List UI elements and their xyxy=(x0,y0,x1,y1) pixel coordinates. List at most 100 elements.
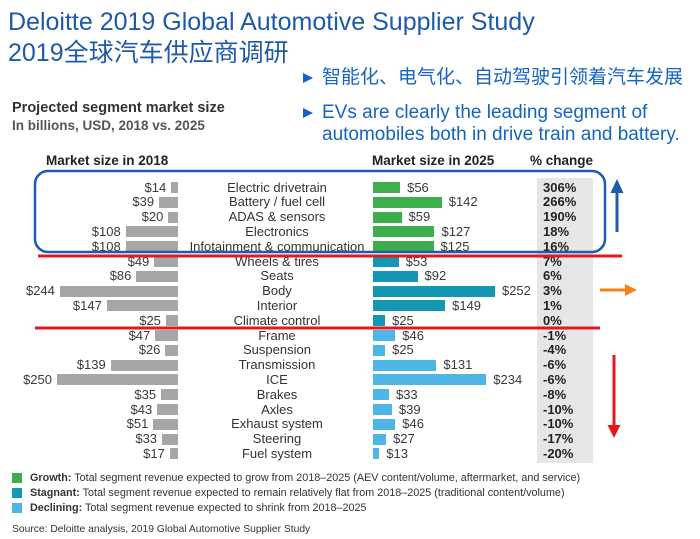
currency-symbol: $ xyxy=(398,401,407,417)
segment-label: Interior xyxy=(256,297,298,313)
percent-sign: % xyxy=(550,297,562,313)
value-label-2018: $25 xyxy=(139,313,161,329)
currency-symbol: $ xyxy=(395,386,404,402)
legend-description: Total segment revenue expected to grow f… xyxy=(74,472,581,484)
currency-symbol: $ xyxy=(402,327,410,343)
currency-symbol: $ xyxy=(501,283,510,299)
value-label-2025: $127 xyxy=(441,224,470,240)
bar-2025 xyxy=(373,344,386,356)
bar-2025 xyxy=(373,330,396,341)
legend-swatch xyxy=(12,503,22,513)
percent-sign: % xyxy=(564,179,577,195)
segment-label: ADAS & sensors xyxy=(228,209,326,225)
currency-symbol: $ xyxy=(109,268,117,284)
currency-symbol: $ xyxy=(138,342,146,358)
value-number: 14 xyxy=(151,179,167,195)
value-label-2025: $25 xyxy=(392,313,414,329)
percent-sign: % xyxy=(561,416,574,432)
percent-sign: % xyxy=(550,268,562,284)
currency-symbol: $ xyxy=(452,297,460,313)
percent-number: -20 xyxy=(543,445,562,461)
value-number: 43 xyxy=(137,401,153,417)
percent-number: 1 xyxy=(543,297,551,313)
value-number: 250 xyxy=(30,371,52,387)
value-number: 59 xyxy=(415,209,431,225)
percent-change-label: 266% xyxy=(543,194,576,210)
percent-change-label: -10% xyxy=(543,402,573,418)
legend-text: Growth: Total segment revenue expected t… xyxy=(30,471,580,485)
column-header-2025: Market size in 2025 xyxy=(372,153,495,168)
currency-symbol: $ xyxy=(23,371,31,387)
bullet-arrow-icon xyxy=(303,73,313,83)
percent-sign: % xyxy=(564,194,577,210)
value-label-2025: $56 xyxy=(407,180,429,196)
percent-sign: % xyxy=(554,342,567,358)
value-label-2018: $17 xyxy=(143,446,165,462)
percent-number: -10 xyxy=(543,416,562,432)
chart-subtitle: In billions, USD, 2018 vs. 2025 xyxy=(12,118,205,133)
value-number: 127 xyxy=(448,223,471,239)
value-number: 108 xyxy=(99,223,121,239)
percent-sign: % xyxy=(557,238,570,254)
percent-number: -4 xyxy=(543,342,555,358)
percent-number: 3 xyxy=(543,283,551,299)
legend-description: Total segment revenue expected to remain… xyxy=(82,487,565,499)
bullet-text: EVs are clearly the leading segment of a… xyxy=(322,102,680,145)
percent-change-label: -8% xyxy=(543,387,566,403)
value-number: 46 xyxy=(409,327,424,343)
bar-2018 xyxy=(171,182,178,193)
value-number: 53 xyxy=(412,253,428,269)
value-number: 46 xyxy=(409,416,424,432)
percent-number: -1 xyxy=(543,327,555,343)
segment-label: Transmission xyxy=(238,357,316,373)
percent-number: 266 xyxy=(543,194,565,210)
chart-title: Projected segment market size xyxy=(12,100,225,116)
value-label-2018: $47 xyxy=(129,328,151,344)
currency-symbol: $ xyxy=(448,194,456,210)
segment-label: Seats xyxy=(260,268,294,284)
currency-symbol: $ xyxy=(127,253,135,269)
currency-symbol: $ xyxy=(91,238,100,254)
percent-change-label: -17% xyxy=(543,431,573,447)
value-number: 13 xyxy=(393,445,408,461)
currency-symbol: $ xyxy=(392,342,400,358)
currency-symbol: $ xyxy=(134,386,142,402)
value-number: 86 xyxy=(116,268,132,284)
value-label-2018: $43 xyxy=(131,402,153,418)
percent-change-label: 6% xyxy=(543,268,562,284)
value-number: 39 xyxy=(406,401,421,417)
percent-sign: % xyxy=(561,445,574,461)
segment-label: Axles xyxy=(261,401,293,417)
currency-symbol: $ xyxy=(76,357,85,373)
percent-change-label: -6% xyxy=(543,357,566,373)
percent-number: -17 xyxy=(543,431,562,447)
bar-2025 xyxy=(373,389,389,401)
bar-2025 xyxy=(373,211,402,223)
percent-change-label: 1% xyxy=(543,298,562,314)
percent-sign: % xyxy=(561,401,574,417)
currency-symbol: $ xyxy=(392,312,400,328)
value-label-2018: $139 xyxy=(77,357,106,373)
bullet-item: 智能化、电气化、自动驾驶引领着汽车发展 xyxy=(300,67,698,89)
bar-2025 xyxy=(373,256,399,267)
percent-number: -6 xyxy=(543,357,555,373)
value-label-2025: $53 xyxy=(406,254,428,270)
currency-symbol: $ xyxy=(144,179,152,195)
legend-label: Declining: xyxy=(30,502,83,514)
bullet-arrow-icon xyxy=(303,108,313,118)
percent-number: 18 xyxy=(543,223,558,239)
bar-2025 xyxy=(373,196,442,208)
bar-2018 xyxy=(169,448,178,460)
value-number: 139 xyxy=(84,357,106,373)
currency-symbol: $ xyxy=(126,416,134,432)
bar-2018 xyxy=(59,285,178,297)
value-number: 108 xyxy=(99,238,121,254)
bar-2025 xyxy=(373,241,434,253)
currency-symbol: $ xyxy=(493,371,501,387)
bar-2025 xyxy=(373,448,380,460)
value-label-2018: $147 xyxy=(73,298,102,314)
legend-text: Declining: Total segment revenue expecte… xyxy=(30,501,367,515)
segment-label: Body xyxy=(262,283,292,299)
segment-label: Climate control xyxy=(233,312,321,328)
